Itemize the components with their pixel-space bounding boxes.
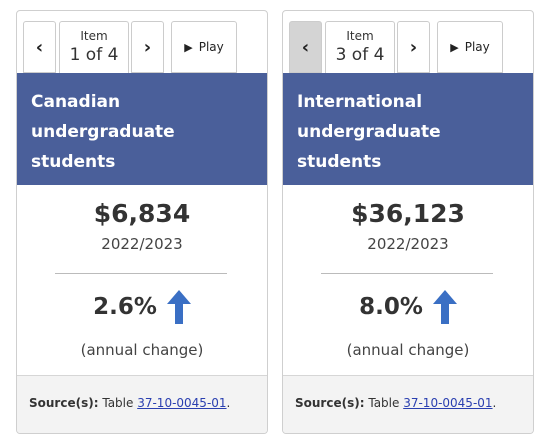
play-icon: ▶ (184, 40, 193, 54)
source-footer: Source(s): Table 37-10-0045-01. (17, 375, 267, 433)
source-text: Table (102, 396, 134, 410)
source-text: Table (368, 396, 400, 410)
change-label: (annual change) (80, 341, 204, 359)
next-button[interactable]: › (397, 21, 430, 73)
item-counter: Item 1 of 4 (59, 21, 129, 73)
previous-button[interactable]: ‹ (289, 21, 322, 73)
item-navigation: ‹ Item 3 of 4 › ▶ Play (289, 21, 529, 73)
chevron-right-icon: › (409, 36, 418, 58)
next-button[interactable]: › (131, 21, 164, 73)
card-title: International undergraduate students (283, 73, 533, 185)
source-end: . (492, 396, 497, 410)
tuition-value: $6,834 (93, 199, 191, 228)
card-title-line: undergraduate (297, 122, 441, 142)
source-label: Source(s): (29, 396, 99, 410)
tuition-value: $36,123 (351, 199, 465, 228)
play-button[interactable]: ▶ Play (437, 21, 503, 73)
item-count: 1 of 4 (69, 45, 119, 65)
previous-button[interactable]: ‹ (23, 21, 56, 73)
card-title-line: undergraduate (31, 122, 175, 142)
item-counter: Item 3 of 4 (325, 21, 395, 73)
card-international: ‹ Item 3 of 4 › ▶ Play International und… (282, 10, 534, 434)
source-footer: Source(s): Table 37-10-0045-01. (283, 375, 533, 433)
card-title: Canadian undergraduate students (17, 73, 267, 185)
item-count: 3 of 4 (335, 45, 385, 65)
period-label: 2022/2023 (367, 235, 449, 253)
item-label: Item (346, 29, 374, 43)
item-navigation: ‹ Item 1 of 4 › ▶ Play (23, 21, 263, 73)
play-label: Play (464, 40, 490, 54)
divider (55, 273, 227, 274)
change-value: 8.0% (359, 294, 423, 320)
card-title-line: International (297, 92, 423, 112)
source-label: Source(s): (295, 396, 365, 410)
period-label: 2022/2023 (101, 235, 183, 253)
arrow-up-icon (432, 290, 457, 324)
source-end: . (226, 396, 231, 410)
change-row: 8.0% (283, 289, 533, 325)
card-canadian: ‹ Item 1 of 4 › ▶ Play Canadian undergra… (16, 10, 268, 434)
source-table-link[interactable]: 37-10-0045-01 (137, 396, 227, 410)
change-label: (annual change) (346, 341, 470, 359)
source-table-link[interactable]: 37-10-0045-01 (403, 396, 493, 410)
item-label: Item (80, 29, 108, 43)
card-title-line: students (31, 152, 116, 172)
play-icon: ▶ (450, 40, 459, 54)
arrow-up-icon (166, 290, 191, 324)
change-value: 2.6% (93, 294, 157, 320)
chevron-left-icon: ‹ (35, 36, 44, 58)
chevron-left-icon: ‹ (301, 36, 310, 58)
card-title-line: students (297, 152, 382, 172)
play-label: Play (198, 40, 224, 54)
card-title-line: Canadian (31, 92, 121, 112)
play-button[interactable]: ▶ Play (171, 21, 237, 73)
chevron-right-icon: › (143, 36, 152, 58)
divider (321, 273, 493, 274)
change-row: 2.6% (17, 289, 267, 325)
